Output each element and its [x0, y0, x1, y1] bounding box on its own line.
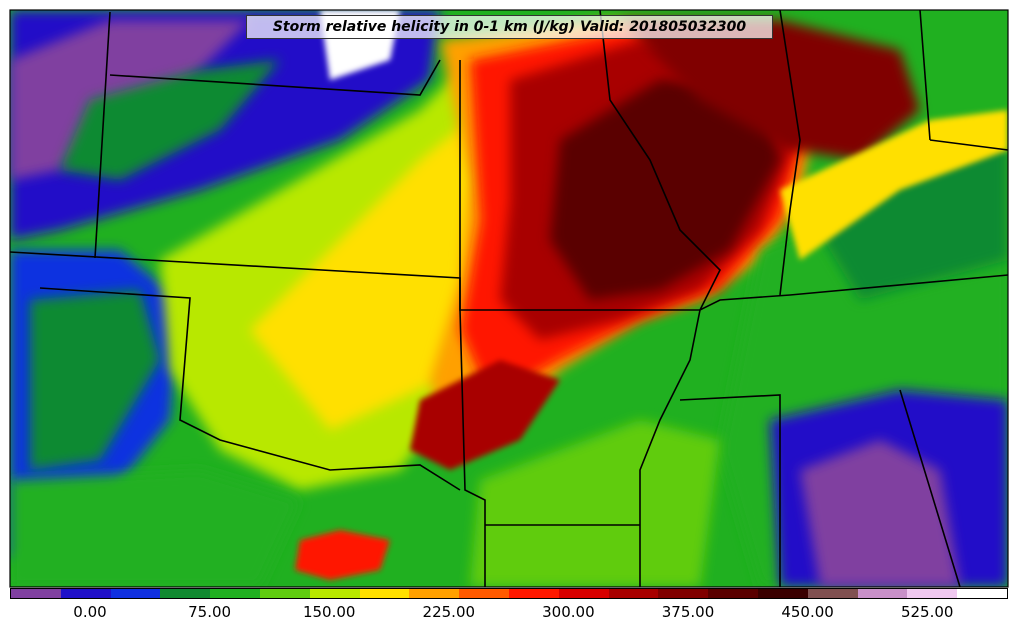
colorbar-tick-label: 375.00: [661, 603, 715, 621]
colorbar-tick-label: 0.00: [73, 603, 107, 621]
colorbar-segment: [359, 589, 410, 598]
helicity-field: [10, 10, 1008, 587]
colorbar: [10, 588, 1008, 599]
colorbar-segment: [508, 589, 559, 598]
colorbar-segment: [857, 589, 908, 598]
colorbar-tick-label: 225.00: [422, 603, 476, 621]
colorbar-segment: [708, 589, 758, 598]
colorbar-segment: [459, 589, 509, 598]
colorbar-segment: [160, 589, 211, 598]
colorbar-segment: [409, 589, 460, 598]
colorbar-segment: [60, 589, 111, 598]
colorbar-segment: [110, 589, 161, 598]
colorbar-tick-label: 75.00: [188, 603, 232, 621]
map-frame: [9, 9, 1009, 588]
colorbar-segment: [807, 589, 858, 598]
colorbar-segment: [309, 589, 360, 598]
colorbar-segment: [210, 589, 260, 598]
colorbar-segment: [957, 589, 1007, 598]
colorbar-segment: [259, 589, 310, 598]
state-boundaries: [9, 9, 1009, 588]
colorbar-tick-label: 300.00: [542, 603, 595, 621]
colorbar-segment: [558, 589, 609, 598]
colorbar-segment: [658, 589, 709, 598]
colorbar-tick-label: 525.00: [900, 603, 954, 621]
map-title: Storm relative helicity in 0-1 km (J/kg)…: [246, 15, 773, 39]
colorbar-segment: [757, 589, 808, 598]
colorbar-segment: [11, 589, 61, 598]
colorbar-segment: [608, 589, 659, 598]
colorbar-segment: [907, 589, 958, 598]
colorbar-tick-label: 450.00: [781, 603, 834, 621]
colorbar-tick-label: 150.00: [302, 603, 356, 621]
